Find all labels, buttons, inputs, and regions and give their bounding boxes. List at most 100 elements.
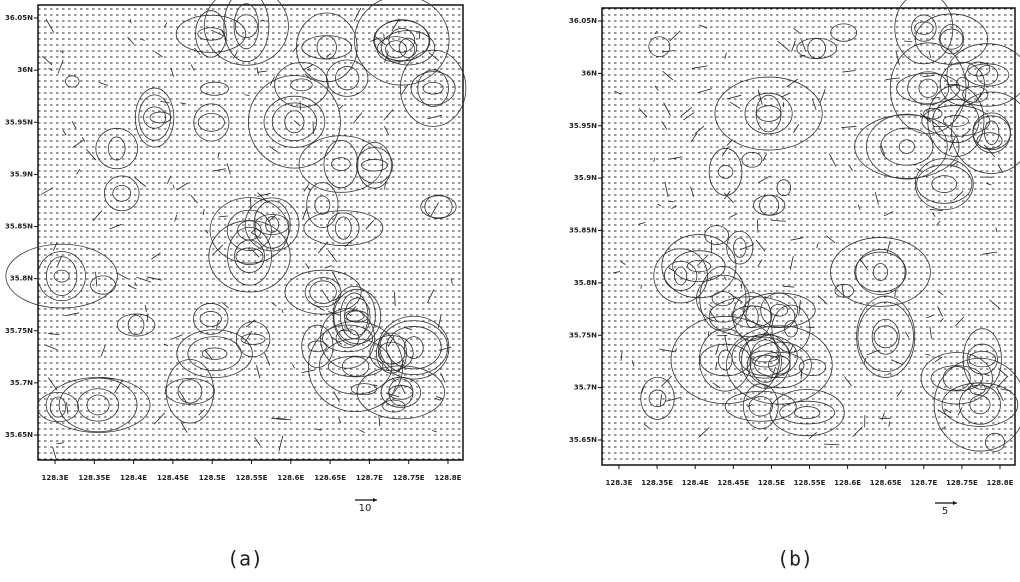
- wind-arrow: [281, 309, 284, 314]
- contour: [271, 102, 317, 142]
- wind-arrow: [936, 220, 941, 226]
- wind-arrow: [863, 357, 866, 365]
- wind-arrow: [698, 427, 710, 438]
- wind-arrow: [953, 190, 964, 201]
- contour: [916, 164, 973, 204]
- wind-arrow: [160, 100, 170, 104]
- contour: [203, 0, 289, 66]
- wind-arrow: [730, 294, 743, 303]
- wind-arrow: [194, 47, 201, 56]
- wind-arrow: [432, 429, 437, 433]
- wind-arrow: [997, 164, 1004, 173]
- x-tick-label: 128.6E: [277, 474, 304, 482]
- wind-arrow: [405, 327, 413, 331]
- contour: [942, 366, 971, 391]
- contour: [327, 212, 360, 244]
- wind-arrow: [136, 276, 152, 283]
- x-tick-label: 128.3E: [42, 474, 69, 482]
- wind-arrow: [842, 70, 856, 73]
- wind-arrow: [654, 30, 658, 35]
- wind-arrow: [254, 437, 261, 446]
- wind-arrow: [151, 252, 161, 260]
- wind-arrow: [888, 421, 891, 427]
- contour: [175, 14, 247, 54]
- contour: [965, 63, 1010, 87]
- wind-arrow: [383, 125, 390, 135]
- scale-label: 10: [359, 503, 372, 514]
- wind-arrow: [925, 353, 931, 356]
- wind-arrow: [144, 304, 147, 313]
- wind-arrow: [129, 18, 132, 24]
- wind-arrow: [257, 192, 269, 204]
- wind-arrow: [217, 152, 220, 158]
- wind-arrow: [321, 289, 331, 303]
- wind-arrow: [52, 446, 57, 459]
- wind-arrow: [430, 202, 439, 217]
- contour: [335, 66, 360, 91]
- wind-arrow: [172, 184, 175, 189]
- wind-arrow: [244, 330, 253, 344]
- contour: [955, 76, 969, 91]
- contour: [855, 249, 906, 295]
- wind-arrow: [315, 428, 322, 431]
- x-tick-label: 128.6E: [834, 479, 861, 487]
- wind-arrow: [338, 417, 342, 424]
- contour: [127, 314, 145, 336]
- wind-arrow: [232, 51, 238, 59]
- wind-arrow: [117, 272, 130, 280]
- contour: [985, 432, 1005, 452]
- scale-arrow-head: [373, 498, 377, 502]
- wind-arrow: [793, 124, 800, 134]
- contour: [663, 260, 698, 291]
- contour: [640, 376, 675, 420]
- wind-arrow: [883, 211, 894, 217]
- y-tick-label: 36.05N: [5, 14, 33, 22]
- contour: [708, 147, 743, 196]
- wind-arrow: [948, 137, 956, 151]
- wind-arrow: [726, 139, 733, 147]
- wind-arrow: [344, 239, 353, 248]
- contour: [907, 71, 950, 106]
- wind-arrow: [127, 284, 137, 290]
- contour: [674, 266, 688, 286]
- wind-arrow: [384, 51, 389, 63]
- contour: [290, 78, 313, 92]
- contour: [306, 182, 339, 229]
- contour: [90, 275, 116, 295]
- x-tick-label: 128.75E: [946, 479, 978, 487]
- contour: [976, 132, 1003, 149]
- wind-arrow: [669, 30, 681, 42]
- contour: [341, 356, 370, 377]
- wind-arrow: [857, 204, 861, 210]
- contour: [165, 359, 215, 424]
- contour: [946, 43, 1020, 107]
- contour: [149, 111, 172, 124]
- y-tick-label: 35.7N: [574, 384, 597, 392]
- wind-arrow: [961, 128, 972, 138]
- contour: [738, 336, 791, 377]
- contour: [193, 103, 230, 142]
- contour: [356, 147, 393, 184]
- wind-arrow: [721, 147, 729, 157]
- contour: [209, 197, 289, 264]
- wind-arrow: [331, 336, 343, 345]
- contour: [942, 115, 969, 127]
- contour: [398, 37, 418, 58]
- contour: [741, 151, 763, 168]
- contour: [857, 301, 914, 372]
- wind-arrow: [614, 90, 622, 95]
- x-tick-label: 128.5E: [199, 474, 226, 482]
- wind-arrow: [770, 366, 777, 380]
- wind-arrow: [398, 359, 405, 372]
- wind-arrow: [937, 306, 943, 318]
- x-tick-label: 128.5E: [758, 479, 785, 487]
- wind-arrow: [218, 215, 228, 218]
- wind-arrow: [928, 50, 932, 59]
- wind-arrow: [729, 213, 738, 218]
- wind-arrow: [276, 417, 292, 421]
- wind-arrow: [427, 114, 443, 120]
- wind-arrow: [172, 334, 183, 340]
- contour: [967, 61, 991, 77]
- contour: [834, 283, 855, 298]
- contour: [648, 389, 667, 408]
